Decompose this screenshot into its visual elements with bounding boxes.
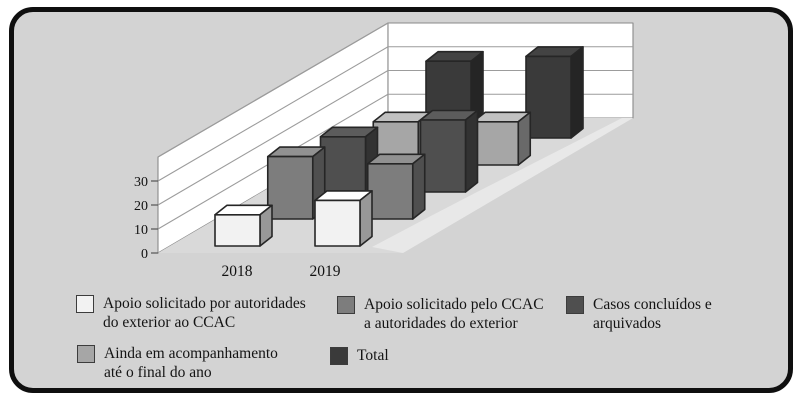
legend-label: Total <box>357 347 389 364</box>
legend-item: Apoio solicitado por autoridades do exter… <box>76 294 306 332</box>
legend-item: Total <box>330 346 389 365</box>
legend-swatch-casos-concluidos <box>566 296 584 314</box>
y-axis-tick-label: 30 <box>134 175 148 190</box>
x-axis-label-2018: 2018 <box>222 263 253 280</box>
legend-swatch-apoio-exterior-ao-ccac <box>76 295 94 313</box>
y-axis-tick-label: 0 <box>141 247 148 262</box>
legend-item: Casos concluídos e arquivados <box>566 295 712 333</box>
legend-label: Apoio solicitado por autoridades do exter… <box>103 295 306 331</box>
legend-swatch-ainda-acompanhamento <box>77 345 95 363</box>
legend-item: Apoio solicitado pelo CCAC a autoridades … <box>337 295 544 333</box>
y-axis-tick-label: 20 <box>134 199 148 214</box>
y-axis-tick-label: 10 <box>134 223 148 238</box>
legend-swatch-apoio-pelo-ccac <box>337 296 355 314</box>
x-axis-label-2019: 2019 <box>310 263 341 280</box>
legend-item: Ainda em acompanhamento até o final do an… <box>77 344 278 382</box>
legend-label: Apoio solicitado pelo CCAC a autoridades … <box>364 296 544 332</box>
legend-label: Ainda em acompanhamento até o final do an… <box>104 345 278 381</box>
legend-label: Casos concluídos e arquivados <box>593 296 712 332</box>
legend-swatch-total <box>330 347 348 365</box>
